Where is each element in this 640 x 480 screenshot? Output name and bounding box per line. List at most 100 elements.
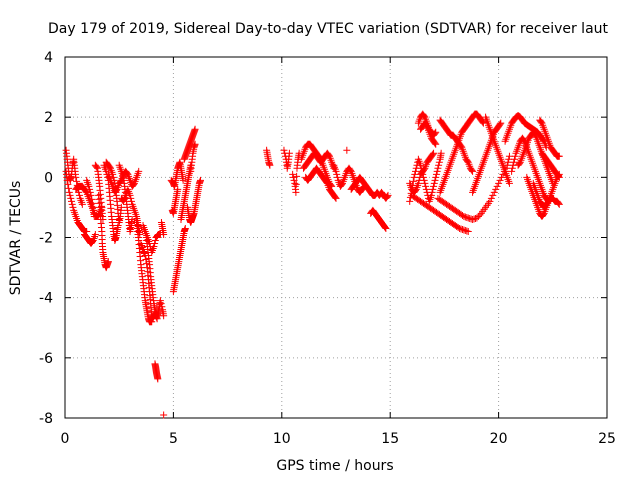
data-point [158,303,166,311]
data-point [151,240,159,248]
data-point [416,173,424,181]
y-tick-label: 2 [44,110,53,126]
data-point [289,173,297,181]
data-point [114,221,122,229]
data-point [422,182,430,190]
data-point [489,191,497,199]
y-tick-label: 4 [44,50,53,66]
data-point [487,194,495,202]
data-point [486,197,494,205]
data-point [468,166,476,174]
data-point [285,149,293,157]
data-point [431,129,439,137]
data-point [75,188,83,196]
data-point [88,195,96,203]
data-point [292,180,300,188]
data-point [479,118,487,126]
data-point [433,167,441,175]
data-point [429,185,437,193]
data-point [555,173,563,181]
x-tick-labels: 0 5 10 15 20 25 [61,431,616,447]
data-point [333,173,341,181]
data-point [93,163,101,171]
data-point [508,167,516,175]
data-point [86,185,94,193]
data-point [469,215,477,223]
data-point [157,300,165,308]
x-axis-label: GPS time / hours [276,458,393,474]
data-point [90,206,98,214]
data-point [555,172,563,180]
data-point [463,213,471,221]
data-point [431,139,439,147]
data-point [85,182,93,190]
data-point [470,215,478,223]
data-point [128,215,136,223]
data-point [456,224,464,232]
data-point [464,214,472,222]
data-point [151,237,159,245]
data-point [95,210,103,218]
data-point [496,176,504,184]
data-point [160,230,168,238]
data-point [428,188,436,196]
grid-lines [65,57,607,418]
data-point [86,188,94,196]
data-point [555,200,563,208]
y-tick-label: -6 [39,351,53,367]
data-point [160,411,168,419]
data-point [531,130,539,138]
data-point [432,128,440,136]
data-point [555,199,563,207]
data-point [469,167,477,175]
data-point [429,150,437,158]
data-point [461,213,469,221]
data-point [555,152,563,160]
data-point [293,172,301,180]
data-point [383,192,391,200]
data-point [63,176,71,184]
data-point [69,203,77,211]
data-point [496,120,504,128]
data-point [420,165,428,173]
data-point [422,185,430,193]
axis-ticks [64,56,608,419]
data-point [460,226,468,234]
data-point [91,230,99,238]
x-tick-label: 15 [381,431,399,447]
data-point [510,158,518,166]
x-tick-label: 10 [273,431,291,447]
data-point [181,224,189,232]
data-point [435,161,443,169]
data-point [135,167,143,175]
data-point [511,152,519,160]
data-point [154,375,162,383]
data-point [333,170,341,178]
data-point [537,118,545,126]
x-tick-label: 0 [61,431,70,447]
data-point [461,226,469,234]
data-point [109,173,117,181]
data-point [422,121,430,129]
data-point [68,197,76,205]
data-point [421,179,429,187]
data-point [292,188,300,196]
data-point [331,193,339,201]
data-point [88,238,96,246]
data-point [458,225,466,233]
data-point [430,182,438,190]
data-point [460,212,468,220]
data-point [82,187,90,195]
data-point [432,173,440,181]
data-point [290,176,298,184]
data-point [325,151,333,159]
data-point [332,194,340,202]
x-tick-label: 5 [169,431,178,447]
data-points [62,110,563,419]
data-point [338,180,346,188]
data-point [409,177,417,185]
data-point [88,199,96,207]
data-point [437,149,445,157]
data-point [464,227,472,235]
data-point [72,173,80,181]
